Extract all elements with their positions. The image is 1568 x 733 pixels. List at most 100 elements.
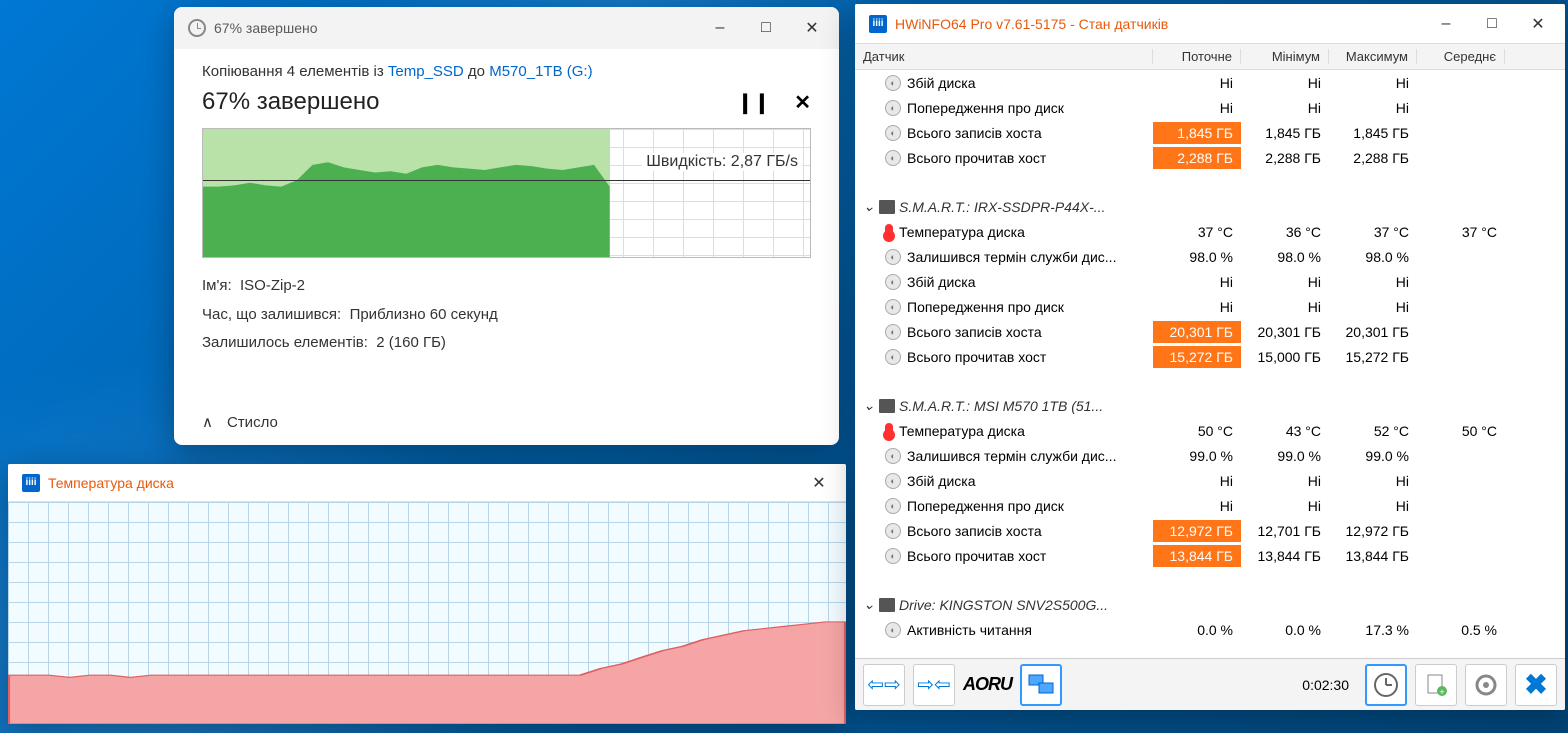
sensor-label: Температура диска — [899, 224, 1025, 240]
clock-icon — [1372, 671, 1400, 699]
close-button[interactable]: ✕ — [1515, 4, 1561, 44]
sensor-row[interactable]: ◐ Всього прочитав хост 13,844 ГБ 13,844 Г… — [855, 543, 1565, 568]
sensor-current: 99.0 % — [1153, 448, 1241, 464]
close-button[interactable]: ✕ — [796, 464, 842, 503]
sensor-label: Всього записів хоста — [907, 125, 1042, 141]
sensor-avg: 37 °C — [1417, 224, 1505, 240]
collapse-toggle[interactable]: ∧ Стисло — [202, 413, 278, 431]
dest-link[interactable]: M570_1TB (G:) — [489, 63, 592, 80]
minimize-button[interactable]: – — [697, 8, 743, 48]
sensor-max: Ні — [1329, 473, 1417, 489]
sensor-min: Ні — [1241, 473, 1329, 489]
sensor-max: 12,972 ГБ — [1329, 523, 1417, 539]
sensor-row[interactable]: ◐Всього прочитав хост 15,272 ГБ 15,000 Г… — [855, 344, 1565, 369]
gauge-icon: ◐ — [885, 473, 901, 489]
sensor-label: Попередження про диск — [907, 498, 1064, 514]
sensor-current: 13,844 ГБ — [1153, 545, 1241, 567]
sensor-label: Всього записів хоста — [907, 523, 1042, 539]
sensor-row[interactable]: ◐Всього записів хоста 1,845 ГБ 1,845 ГБ … — [855, 120, 1565, 145]
disk-temp-window: iiii Температура диска ✕ — [8, 464, 846, 724]
sensor-max: 13,844 ГБ — [1329, 548, 1417, 564]
source-link[interactable]: Temp_SSD — [388, 63, 464, 80]
gauge-icon: ◐ — [885, 324, 901, 340]
nav-collapse-button[interactable]: ⇨⇦ — [913, 664, 955, 706]
sensor-max: Ні — [1329, 299, 1417, 315]
maximize-button[interactable]: □ — [1469, 4, 1515, 44]
sensor-row[interactable]: ◐Попередження про диск Ні Ні Ні — [855, 294, 1565, 319]
maximize-button[interactable]: □ — [743, 8, 789, 48]
gauge-icon: ◐ — [885, 498, 901, 514]
sensor-row[interactable]: ◐Попередження про диск Ні Ні Ні — [855, 493, 1565, 518]
settings-button[interactable] — [1465, 664, 1507, 706]
hwinfo-icon: iiii — [869, 15, 887, 33]
sensor-min: 99.0 % — [1241, 448, 1329, 464]
copy-title: 67% завершено — [188, 19, 697, 37]
sensor-max: 15,272 ГБ — [1329, 349, 1417, 365]
sensor-group-header[interactable]: ⌄Drive: KINGSTON SNV2S500G... — [855, 592, 1565, 617]
sensor-row[interactable]: ◐Залишився термін служби дис... 99.0 % 9… — [855, 443, 1565, 468]
minimize-button[interactable]: – — [1423, 4, 1469, 44]
sensor-row[interactable]: ◐Збій диска Ні Ні Ні — [855, 468, 1565, 493]
sensor-max: 17.3 % — [1329, 622, 1417, 638]
sensor-min: Ні — [1241, 100, 1329, 116]
sensor-table-body[interactable]: ◐Збій диска Ні Ні Ні ◐Попередження про д… — [855, 70, 1565, 644]
sensor-row[interactable]: ◐Всього записів хоста 20,301 ГБ 20,301 Г… — [855, 319, 1565, 344]
nav-back-button[interactable]: ⇦⇨ — [863, 664, 905, 706]
progress-percent: 67% завершено — [202, 88, 379, 116]
gauge-icon: ◐ — [885, 523, 901, 539]
sensor-row[interactable]: ◐Попередження про диск Ні Ні Ні — [855, 95, 1565, 120]
cancel-button[interactable]: ✕ — [794, 90, 811, 115]
sensor-row[interactable]: ◐Залишився термін служби дис... 98.0 % 9… — [855, 244, 1565, 269]
sensor-min: 36 °C — [1241, 224, 1329, 240]
drive-icon — [879, 598, 895, 612]
sensor-group-header[interactable]: ⌄S.M.A.R.T.: IRX-SSDPR-P44X-... — [855, 194, 1565, 219]
sensor-current: 98.0 % — [1153, 249, 1241, 265]
sensor-current: 0.0 % — [1153, 622, 1241, 638]
sensor-min: 0.0 % — [1241, 622, 1329, 638]
hwinfo-toolbar: ⇦⇨ ⇨⇦ AORU 0:02:30 + ✖ — [855, 658, 1565, 710]
sensor-max: 99.0 % — [1329, 448, 1417, 464]
sensor-row[interactable]: ◐Всього записів хоста 12,972 ГБ 12,701 Г… — [855, 518, 1565, 543]
sensor-row[interactable]: ◐Активність читання 0.0 % 0.0 % 17.3 % 0… — [855, 617, 1565, 642]
gauge-icon: ◐ — [885, 622, 901, 638]
thermometer-icon — [885, 423, 893, 439]
gauge-icon: ◐ — [885, 150, 901, 166]
pause-button[interactable]: ❙❙ — [737, 90, 771, 115]
hwinfo-title: iiii HWiNFO64 Pro v7.61-5175 - Стан датч… — [869, 15, 1423, 33]
sensor-row[interactable]: ◐Всього прочитав хост 2,288 ГБ 2,288 ГБ … — [855, 145, 1565, 170]
sensor-row[interactable]: ◐Збій диска Ні Ні Ні — [855, 269, 1565, 294]
sensor-label: Залишився термін служби дис... — [907, 448, 1116, 464]
sensor-current: Ні — [1153, 100, 1241, 116]
hwinfo-titlebar[interactable]: iiii HWiNFO64 Pro v7.61-5175 - Стан датч… — [855, 4, 1565, 44]
gauge-icon: ◐ — [885, 349, 901, 365]
sensor-label: Всього прочитав хост — [907, 548, 1046, 564]
network-button[interactable] — [1020, 664, 1062, 706]
sensor-row[interactable]: Температура диска 37 °C 36 °C 37 °C 37 °… — [855, 219, 1565, 244]
sensor-label: Збій диска — [907, 75, 976, 91]
sensor-max: 52 °C — [1329, 423, 1417, 439]
sensor-label: Всього записів хоста — [907, 324, 1042, 340]
copy-titlebar[interactable]: 67% завершено – □ ✕ — [174, 7, 839, 49]
sensor-label: Попередження про диск — [907, 100, 1064, 116]
sensor-max: Ні — [1329, 274, 1417, 290]
gauge-icon: ◐ — [885, 125, 901, 141]
sensor-row[interactable]: Температура диска 50 °C 43 °C 52 °C 50 °… — [855, 418, 1565, 443]
drive-icon — [879, 399, 895, 413]
sensor-max: Ні — [1329, 75, 1417, 91]
sensor-group-header[interactable]: ⌄S.M.A.R.T.: MSI M570 1TB (51... — [855, 393, 1565, 418]
close-toolbar-button[interactable]: ✖ — [1515, 664, 1557, 706]
sensor-min: Ні — [1241, 75, 1329, 91]
sensor-current: 12,972 ГБ — [1153, 520, 1241, 542]
close-button[interactable]: ✕ — [789, 8, 835, 48]
sensor-row[interactable]: ◐Збій диска Ні Ні Ні — [855, 70, 1565, 95]
sensor-label: Залишився термін служби дис... — [907, 249, 1116, 265]
drive-icon — [879, 200, 895, 214]
gauge-icon: ◐ — [885, 548, 901, 564]
clock-button[interactable] — [1365, 664, 1407, 706]
sensor-table-header: Датчик Поточне Мінімум Максимум Середнє — [855, 44, 1565, 70]
chevron-up-icon: ∧ — [202, 413, 213, 431]
sensor-current: Ні — [1153, 75, 1241, 91]
temp-titlebar[interactable]: iiii Температура диска ✕ — [8, 464, 846, 502]
log-button[interactable]: + — [1415, 664, 1457, 706]
sensor-min: Ні — [1241, 299, 1329, 315]
